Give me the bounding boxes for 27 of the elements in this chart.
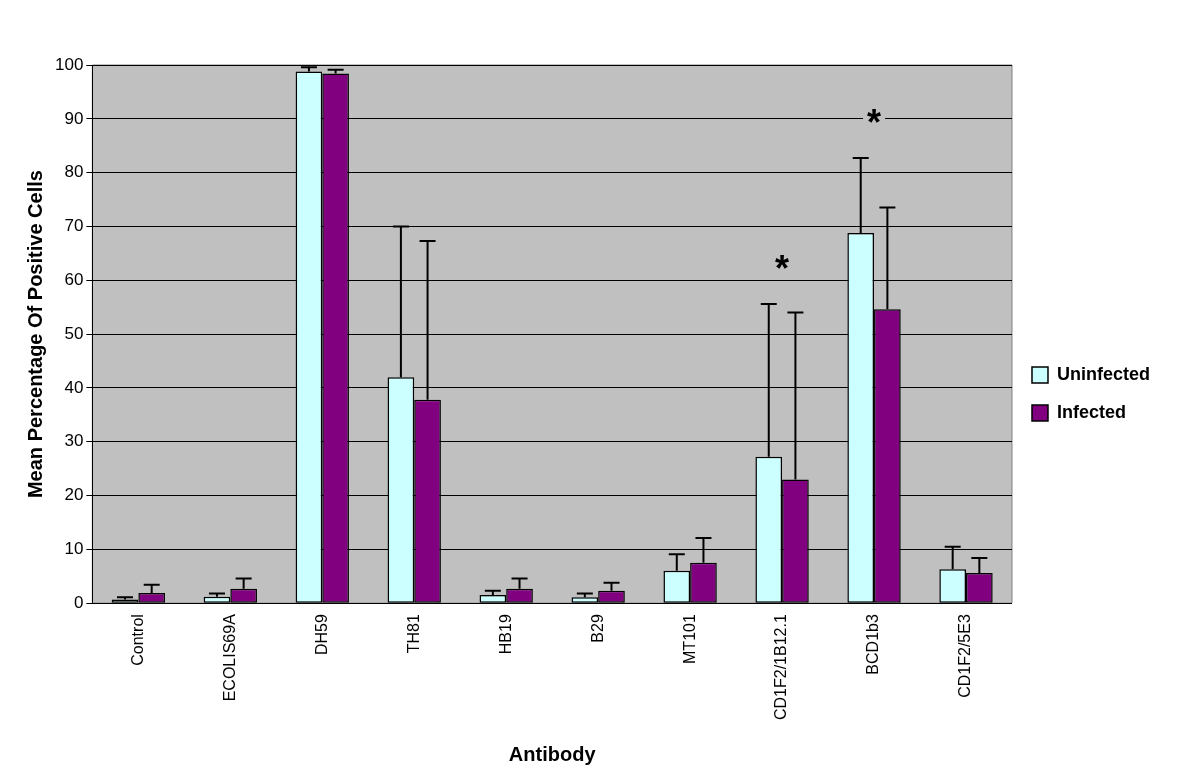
- y-tick-label: 40: [64, 377, 84, 397]
- x-tick-label: B29: [588, 614, 606, 643]
- y-tick-label: 50: [64, 323, 84, 343]
- legend-label: Uninfected: [1056, 363, 1151, 384]
- annotation: *: [775, 247, 790, 289]
- y-tick-label: 10: [64, 539, 84, 559]
- annotation: *: [867, 102, 882, 144]
- x-tick-label: CD1F2/5E3: [956, 614, 974, 698]
- y-tick-label: 30: [64, 431, 84, 451]
- x-tick-label: Control: [128, 614, 146, 666]
- x-axis-title: Antibody: [508, 742, 597, 765]
- x-tick-label: DH59: [312, 614, 330, 656]
- y-tick-label: 70: [64, 216, 84, 236]
- x-tick-label: CD1F2/1B12.1: [772, 614, 790, 721]
- y-axis-title: Mean Percentage Of Positive Cells: [23, 170, 46, 499]
- y-tick-label: 100: [54, 54, 84, 74]
- y-tick-label: 0: [73, 592, 84, 612]
- x-tick-label: MT101: [680, 614, 698, 664]
- y-tick-label: 60: [64, 269, 84, 289]
- x-tick-label: ECOLIS69A: [220, 613, 238, 702]
- x-tick-label: BCD1b3: [864, 614, 882, 675]
- y-tick-label: 80: [64, 162, 84, 182]
- legend-label: Infected: [1056, 401, 1127, 422]
- x-tick-label: HB19: [496, 614, 514, 655]
- y-tick-label: 90: [64, 108, 84, 128]
- y-tick-label: 20: [64, 485, 84, 505]
- x-tick-label: TH81: [404, 614, 422, 654]
